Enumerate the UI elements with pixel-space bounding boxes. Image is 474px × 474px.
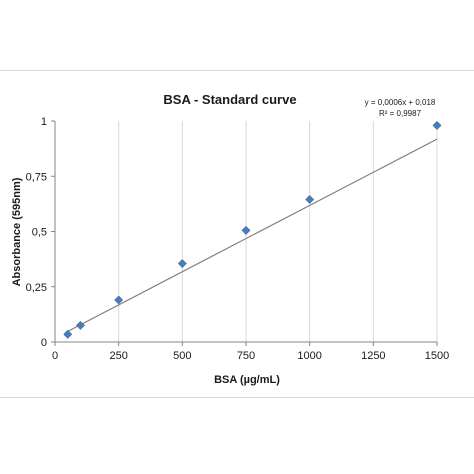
data-point <box>63 329 73 339</box>
data-point <box>241 225 251 235</box>
x-tick-label: 750 <box>237 350 255 362</box>
grid-layer <box>118 121 438 342</box>
y-tick-label: 0 <box>41 337 47 349</box>
y-tick-label: 0,5 <box>32 227 47 239</box>
x-tick-label: 0 <box>52 350 58 362</box>
x-tick-label: 1250 <box>361 350 385 362</box>
axis-layer <box>51 120 438 346</box>
x-tick-label: 250 <box>109 350 127 362</box>
y-tick-label: 0,75 <box>26 171 47 183</box>
data-point <box>305 195 315 204</box>
trendline-equation: y = 0,0006x + 0,018 <box>365 98 436 107</box>
data-point <box>177 259 187 268</box>
chart-title: BSA - Standard curve <box>163 92 296 107</box>
data-point <box>76 321 85 330</box>
x-tick-label: 500 <box>173 350 191 362</box>
y-tick-label: 1 <box>41 116 47 128</box>
chart-area-frame <box>0 70 474 398</box>
data-point <box>114 295 124 305</box>
x-tick-label: 1000 <box>297 350 321 362</box>
data-points-layer <box>63 120 442 339</box>
linear-trendline <box>67 138 438 332</box>
tick-labels-layer: 0 0,25 0,5 0,75 1 0 250 500 750 1000 1250 1500 <box>26 116 450 362</box>
r-squared-label: R² = 0,9987 <box>379 109 422 118</box>
trendline-layer <box>67 138 438 332</box>
y-tick-label: 0,25 <box>26 282 47 294</box>
data-point <box>432 120 442 130</box>
x-tick-label: 1500 <box>425 350 449 362</box>
y-axis-title: Absorbance (595nm) <box>11 177 23 286</box>
x-axis-title: BSA (µg/mL) <box>214 374 280 386</box>
